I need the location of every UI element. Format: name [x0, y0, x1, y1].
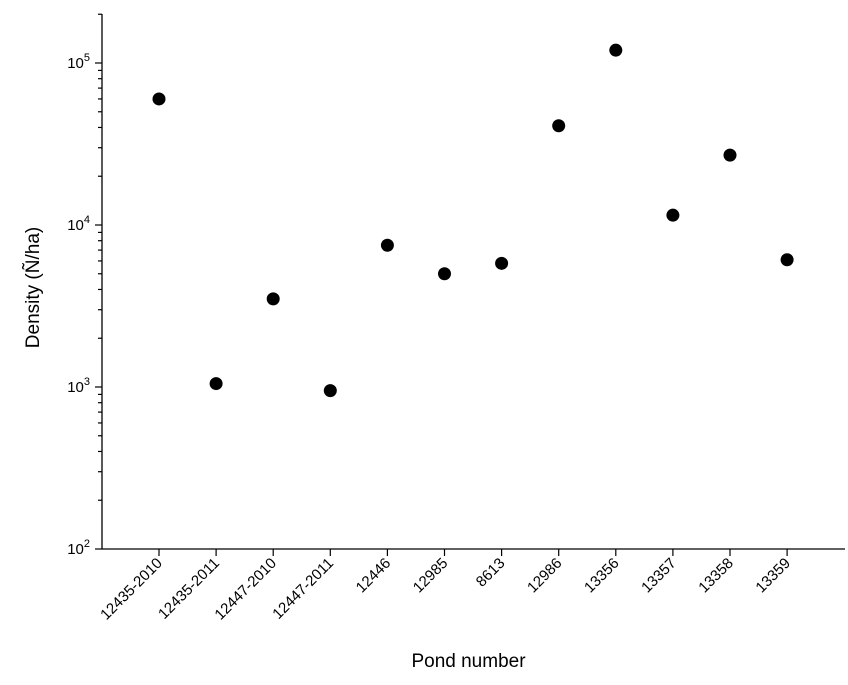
data-point	[438, 267, 451, 281]
y-tick-label: 103	[67, 376, 90, 396]
y-tick-base: 10	[67, 541, 84, 558]
x-tick-label: 13358	[695, 555, 737, 597]
data-point	[266, 292, 280, 306]
x-tick-label: 13359	[752, 555, 794, 597]
x-tick-label: 12447-2011	[269, 555, 337, 623]
data-point	[380, 238, 394, 252]
y-tick-label: 104	[67, 214, 90, 234]
data-point	[323, 384, 337, 398]
x-tick-label: 12986	[524, 555, 566, 597]
data-point	[780, 253, 794, 267]
data-points	[152, 43, 794, 398]
y-tick-base: 10	[67, 55, 84, 72]
y-axis-title: Density (Ñ/ha)	[22, 227, 44, 348]
x-tick-label: 13356	[581, 555, 623, 597]
data-point	[152, 92, 166, 106]
data-point	[723, 148, 737, 162]
y-tick-label: 102	[67, 538, 90, 558]
y-tick-exponent: 5	[84, 52, 90, 64]
x-tick-label: 8613	[473, 555, 509, 591]
y-tick-base: 10	[67, 217, 84, 234]
x-tick-label: 13357	[638, 555, 680, 597]
x-axis-title: Pond number	[411, 651, 526, 672]
x-tick-label: 12446	[353, 555, 395, 597]
y-tick-exponent: 2	[84, 538, 90, 550]
x-axis-ticks: 12435-201012435-201112447-201012447-2011…	[97, 549, 794, 623]
y-tick-base: 10	[67, 379, 84, 396]
y-tick-label: 105	[67, 52, 90, 72]
data-point	[209, 377, 223, 391]
x-tick-label: 12435-2010	[97, 555, 166, 624]
y-tick-exponent: 3	[84, 376, 90, 388]
x-tick-label: 12447-2010	[211, 555, 280, 624]
data-point	[552, 119, 566, 133]
data-point	[495, 256, 509, 270]
data-point	[609, 43, 623, 57]
x-tick-label: 12985	[410, 555, 452, 597]
axes	[101, 14, 845, 550]
y-tick-exponent: 4	[84, 214, 90, 226]
data-point	[666, 208, 680, 222]
